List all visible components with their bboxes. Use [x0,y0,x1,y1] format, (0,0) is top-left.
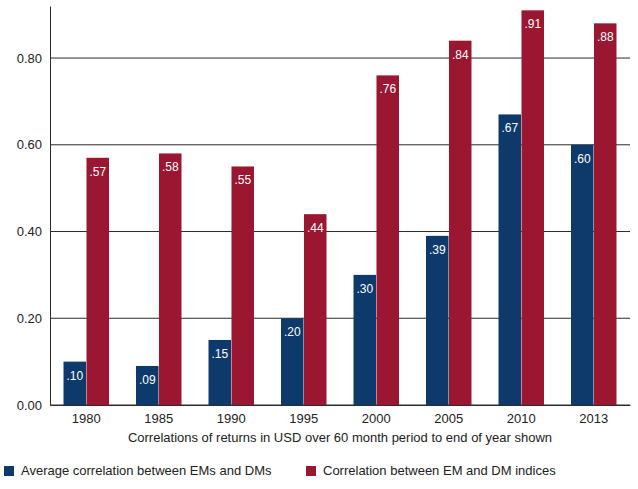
x-tick-label: 1995 [289,411,318,426]
data-label: .09 [139,373,156,387]
x-axis-line [51,405,631,406]
x-tick: 1995 [289,405,318,426]
x-tick-label: 2010 [507,411,536,426]
data-label: .39 [429,243,446,257]
data-label: .76 [379,82,396,96]
bar [64,362,87,405]
legend-label: Correlation between EM and DM indices [323,463,556,478]
data-labels: .10 .09 .15 .20 .30 .39 .67 .60 .57 .58 .55 .44 .76.… [66,17,613,387]
x-tick: 2005 [434,405,463,426]
bar [209,340,232,405]
x-tick-label: 2005 [434,411,463,426]
legend-swatch [306,466,316,476]
data-label: .57 [89,165,106,179]
y-tick-label: 0.60 [17,137,42,152]
data-label: .67 [501,121,518,135]
bar [159,153,182,405]
data-label: .44 [307,221,324,235]
data-label: .91 [524,17,541,31]
x-tick-label: 2000 [362,411,391,426]
x-tick-label: 2013 [579,411,608,426]
bar [304,214,327,405]
y-axis: 0.00 0.20 0.40 0.60 0.80 [17,7,51,413]
y-tick: 0.20 [17,311,50,326]
x-tick-label: 1990 [217,411,246,426]
legend-item: Average correlation between EMs and DMs [4,463,272,478]
bars [64,10,617,405]
data-label: .58 [162,160,179,174]
x-tick: 2010 [507,405,536,426]
data-label: .84 [452,48,469,62]
y-tick: 0.60 [17,137,50,152]
x-tick: 1980 [72,405,101,426]
legend: Average correlation between EMs and DMs C… [4,463,556,478]
x-tick: 2000 [362,405,391,426]
data-label: .60 [574,152,591,166]
bar [86,158,109,405]
chart: 0.00 0.20 0.40 0.60 0.80 1980 1985 1990 1995 2000… [0,0,638,489]
x-tick-label: 1985 [144,411,173,426]
bar [136,366,159,405]
y-tick-label: 0.40 [17,224,42,239]
y-tick-label: 0.20 [17,311,42,326]
bar [521,10,544,405]
legend-label: Average correlation between EMs and DMs [21,463,272,478]
bar [426,236,449,405]
data-label: .10 [66,369,83,383]
plot-area: 0.00 0.20 0.40 0.60 0.80 1980 1985 1990 1995 2000… [17,7,631,427]
bar [449,41,472,405]
x-tick: 2013 [579,405,608,426]
x-tick-label: 1980 [72,411,101,426]
data-label: .88 [597,30,614,44]
x-tick: 1985 [144,405,173,426]
bar [231,166,254,405]
data-label: .20 [284,325,301,339]
x-axis-title: Correlations of returns in USD over 60 m… [128,430,552,445]
data-label: .55 [234,173,251,187]
bar [571,145,594,405]
bar [499,114,522,405]
bar [594,23,617,405]
y-tick: 0.80 [17,51,50,66]
bar [376,75,399,405]
x-axis: 1980 1985 1990 1995 2000 2005 2010 2013 [51,405,631,426]
y-tick: 0.40 [17,224,50,239]
data-label: .15 [211,347,228,361]
x-tick: 1990 [217,405,246,426]
y-tick: 0.00 [17,398,50,413]
bar [281,318,304,405]
data-label: .30 [356,282,373,296]
legend-swatch [4,466,14,476]
legend-item: Correlation between EM and DM indices [306,463,556,478]
y-tick-label: 0.00 [17,398,42,413]
y-tick-label: 0.80 [17,51,42,66]
y-axis-line [50,7,51,406]
bar [354,275,377,405]
